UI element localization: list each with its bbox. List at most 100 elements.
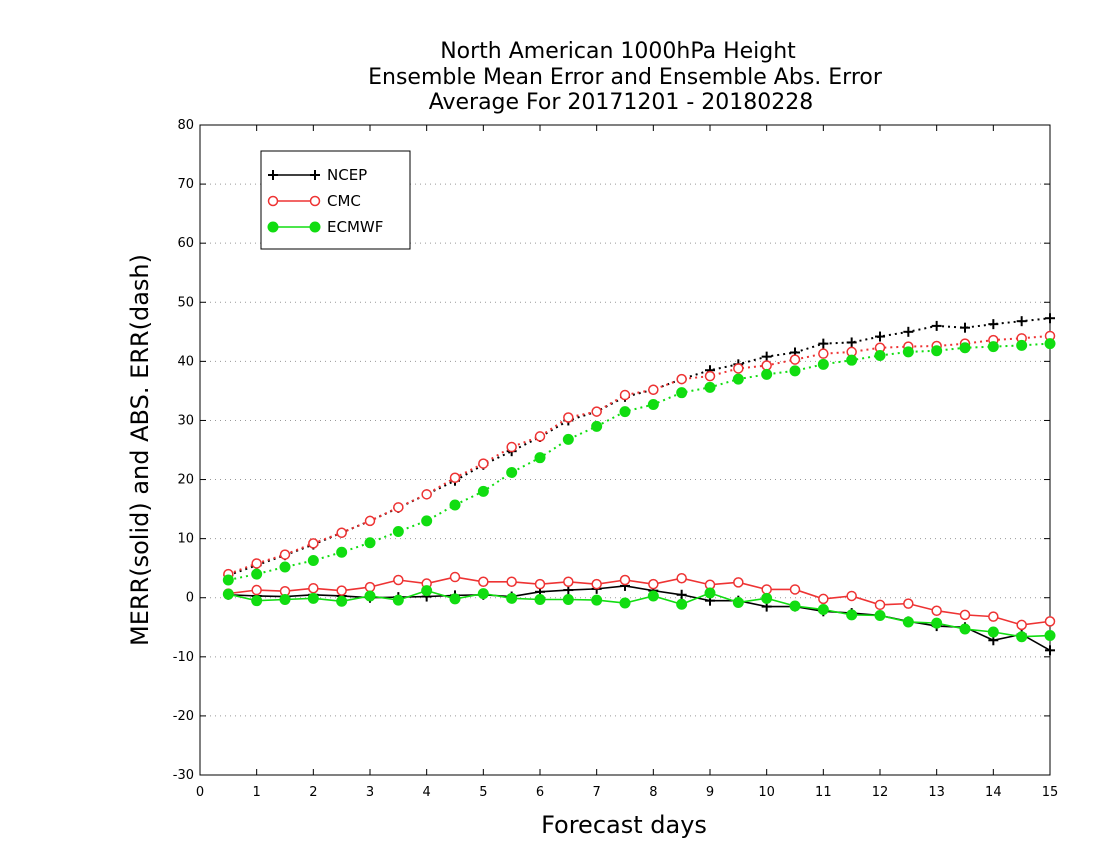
cmc-abs-error-point (619, 389, 631, 401)
ecmwf-abs-error-point (647, 399, 659, 410)
x-tick-label: 11 (815, 785, 832, 800)
y-tick-label: 40 (177, 354, 194, 369)
ecmwf-mean-error-point (1044, 630, 1056, 642)
cmc-mean-error-point (676, 572, 687, 584)
cmc-mean-error-point (648, 578, 659, 590)
cmc-mean-error-point (1016, 619, 1027, 631)
ecmwf-abs-error-point (761, 368, 773, 380)
cmc-abs-error-point (704, 370, 716, 382)
cmc-mean-error-point (761, 584, 772, 595)
cmc-abs-error-point (449, 472, 461, 484)
cmc-mean-error-point (903, 598, 914, 609)
ecmwf-mean-error-point (279, 594, 291, 605)
cmc-mean-error-point (789, 584, 801, 595)
chart-title: North American 1000hPa Height Ensemble M… (368, 39, 883, 115)
ncep-abs-error-point (931, 320, 942, 331)
ecmwf-abs-error-point (591, 420, 603, 432)
ecmwf-mean-error-point (789, 600, 801, 612)
legend-box (260, 150, 411, 250)
x-tick-label: 8 (649, 785, 657, 800)
ncep-abs-error-point (960, 322, 970, 333)
cmc-mean-error-point (988, 611, 999, 622)
cmc-abs-error-point (506, 441, 517, 453)
cmc-abs-error-point (478, 458, 489, 469)
ncep-abs-error-point (761, 351, 772, 362)
legend: NCEP CMC ECMWF (260, 150, 411, 250)
ecmwf-mean-error-point (1016, 631, 1028, 643)
cmc-mean-error-point (733, 577, 744, 588)
x-axis-label: Forecast days (541, 811, 707, 839)
ecmwf-abs-error-point (874, 349, 886, 361)
cmc-mean-error-point (393, 574, 404, 586)
series-group (222, 313, 1056, 656)
ecmwf-abs-error-point (732, 373, 744, 385)
cmc-mean-error-point (846, 590, 857, 602)
y-tick-label: 0 (186, 591, 194, 606)
ecmwf-abs-error-point (222, 574, 234, 586)
x-tick-label: 5 (479, 785, 487, 800)
ecmwf-mean-error-point (251, 595, 263, 607)
ecmwf-abs-error-point (562, 433, 574, 445)
ecmwf-mean-error-point (477, 588, 489, 600)
ecmwf-mean-error-point (846, 609, 858, 621)
cmc-mean-error-point (563, 576, 574, 588)
y-tick-label: -30 (173, 768, 194, 783)
cmc-mean-error-point (336, 585, 347, 596)
ecmwf-abs-error-point (477, 485, 489, 497)
x-tick-label: 1 (253, 785, 261, 800)
ncep-abs-error-point (1045, 313, 1055, 324)
ncep-mean-error-point (1045, 645, 1055, 656)
cmc-mean-error-point (364, 581, 376, 593)
ecmwf-abs-error-point (392, 526, 404, 538)
cmc-mean-error-point (591, 578, 602, 590)
y-tick-label: 10 (177, 532, 194, 547)
ecmwf-mean-error-point (336, 595, 348, 607)
y-tick-label: 20 (177, 473, 194, 488)
cmc-mean-error-point (534, 578, 546, 590)
x-tick-label: 3 (366, 785, 374, 800)
ncep-abs-error-point (1016, 316, 1027, 327)
ecmwf-mean-error-point (222, 588, 234, 600)
ecmwf-abs-error-point (846, 354, 858, 366)
x-tick-label: 14 (985, 785, 1002, 800)
x-tick-label: 0 (196, 785, 204, 800)
legend-marker-ncep-start (268, 170, 278, 180)
ncep-abs-error-line (227, 317, 1051, 577)
cmc-mean-error-point (251, 584, 262, 596)
ncep-abs-error-point (846, 337, 857, 348)
cmc-mean-error-point (449, 571, 461, 583)
ecmwf-mean-error-point (449, 593, 461, 605)
y-axis-label: MERR(solid) and ABS. ERR(dash) (126, 254, 154, 646)
ecmwf-abs-error-point (789, 365, 801, 377)
ecmwf-mean-error-point (506, 592, 518, 604)
cmc-mean-error-point (931, 605, 942, 616)
legend-label-ncep: NCEP (327, 166, 367, 184)
ecmwf-mean-error-point (959, 623, 971, 635)
cmc-abs-error-line (227, 334, 1051, 576)
y-tick-label: 30 (177, 413, 194, 428)
cmc-abs-error-point (308, 538, 319, 549)
legend-marker-cmc-end (309, 195, 321, 207)
ecmwf-mean-error-point (704, 587, 716, 599)
ecmwf-mean-error-point (987, 626, 999, 638)
ncep-abs-error-point (903, 326, 914, 337)
ecmwf-abs-error-line (228, 342, 1051, 581)
ncep-mean-error-point (676, 589, 687, 600)
ecmwf-abs-error-point (251, 568, 263, 580)
ecmwf-abs-error-point (987, 341, 999, 353)
legend-marker-ncep-end (310, 170, 320, 180)
cmc-abs-error-point (364, 515, 376, 527)
cmc-abs-error-point (534, 431, 546, 442)
ecmwf-abs-error-point (534, 452, 546, 464)
y-tick-label: 80 (177, 118, 194, 133)
ecmwf-mean-error-point (676, 598, 688, 610)
x-tick-label: 2 (309, 785, 317, 800)
cmc-abs-error-point (733, 363, 744, 374)
cmc-mean-error-point (874, 599, 886, 611)
legend-marker-ecmwf-end (309, 221, 321, 233)
ecmwf-mean-error-line (228, 589, 1051, 638)
legend-label-cmc: CMC (327, 192, 361, 210)
ecmwf-abs-error-point (506, 466, 518, 478)
x-tick-label: 13 (928, 785, 945, 800)
